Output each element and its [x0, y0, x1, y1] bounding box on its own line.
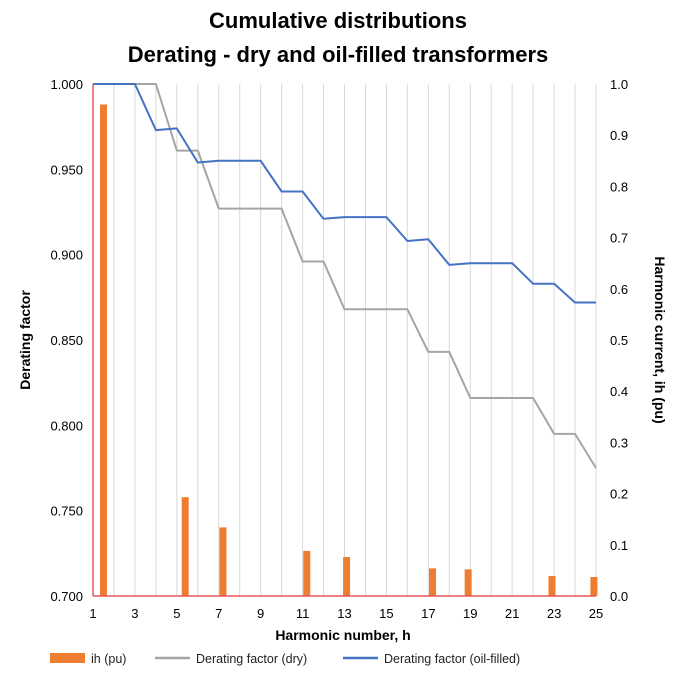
x-tick-label: 15 — [379, 606, 393, 621]
bar-ih — [429, 568, 437, 596]
chart-title-line-1: Cumulative distributions — [209, 8, 467, 33]
y-right-axis-title: Harmonic current, ih (pu) — [652, 256, 668, 423]
x-tick-label: 5 — [173, 606, 180, 621]
y-right-tick-label: 0.0 — [610, 589, 628, 604]
y-right-tick-label: 0.5 — [610, 333, 628, 348]
y-left-tick-label: 0.850 — [50, 333, 83, 348]
x-tick-label: 3 — [131, 606, 138, 621]
y-right-tick-label: 0.2 — [610, 487, 628, 502]
y-right-tick-label: 0.4 — [610, 384, 628, 399]
y-left-tick-label: 0.800 — [50, 418, 83, 433]
x-tick-label: 17 — [421, 606, 435, 621]
axes — [92, 84, 596, 597]
bar-ih — [590, 577, 598, 596]
bar-ih — [464, 569, 472, 596]
chart-title-line-2: Derating - dry and oil-filled transforme… — [128, 42, 549, 67]
x-tick-label: 11 — [296, 606, 310, 621]
x-tick-labels: 1 3 5 7 9 11 13 15 17 19 21 23 25 — [89, 606, 603, 621]
line-series — [93, 83, 597, 469]
line-derating-oil — [93, 83, 596, 304]
bar-ih — [99, 104, 107, 596]
y-left-tick-label: 0.950 — [50, 162, 83, 177]
bar-ih — [548, 576, 556, 596]
bar-series-ih — [99, 104, 598, 596]
gridlines — [113, 84, 597, 596]
legend-label-ih: ih (pu) — [91, 652, 126, 666]
y-right-tick-label: 0.3 — [610, 435, 628, 450]
legend-swatch-ih — [50, 653, 85, 663]
x-tick-label: 9 — [257, 606, 264, 621]
y-left-tick-label: 0.700 — [50, 589, 83, 604]
y-right-tick-label: 1.0 — [610, 77, 628, 92]
bar-ih — [343, 557, 351, 596]
x-tick-label: 25 — [589, 606, 603, 621]
x-axis-title: Harmonic number, h — [275, 627, 410, 643]
bar-ih — [219, 527, 227, 596]
y-left-tick-label: 1.000 — [50, 77, 83, 92]
y-left-tick-label: 0.900 — [50, 248, 83, 263]
y-left-axis-title: Derating factor — [17, 290, 33, 390]
bar-ih — [303, 550, 311, 596]
x-tick-label: 19 — [463, 606, 477, 621]
y-right-tick-label: 0.6 — [610, 282, 628, 297]
y-right-tick-label: 0.7 — [610, 231, 628, 246]
x-tick-label: 23 — [547, 606, 561, 621]
x-tick-label: 7 — [215, 606, 222, 621]
legend: ih (pu) Derating factor (dry) Derating f… — [50, 652, 520, 666]
bar-ih — [181, 497, 189, 596]
x-tick-label: 21 — [505, 606, 519, 621]
y-right-tick-label: 0.8 — [610, 179, 628, 194]
legend-label-dry: Derating factor (dry) — [196, 652, 307, 666]
x-tick-label: 13 — [337, 606, 351, 621]
x-tick-label: 1 — [89, 606, 96, 621]
y-left-tick-labels: 1.000 0.950 0.900 0.850 0.800 0.750 0.700 — [50, 77, 83, 604]
y-left-tick-label: 0.750 — [50, 504, 83, 519]
y-right-tick-label: 0.9 — [610, 128, 628, 143]
y-right-tick-label: 0.1 — [610, 538, 628, 553]
y-right-tick-labels: 1.0 0.9 0.8 0.7 0.6 0.5 0.4 0.3 0.2 0.1 0.0 — [610, 77, 628, 604]
legend-label-oil: Derating factor (oil-filled) — [384, 652, 520, 666]
